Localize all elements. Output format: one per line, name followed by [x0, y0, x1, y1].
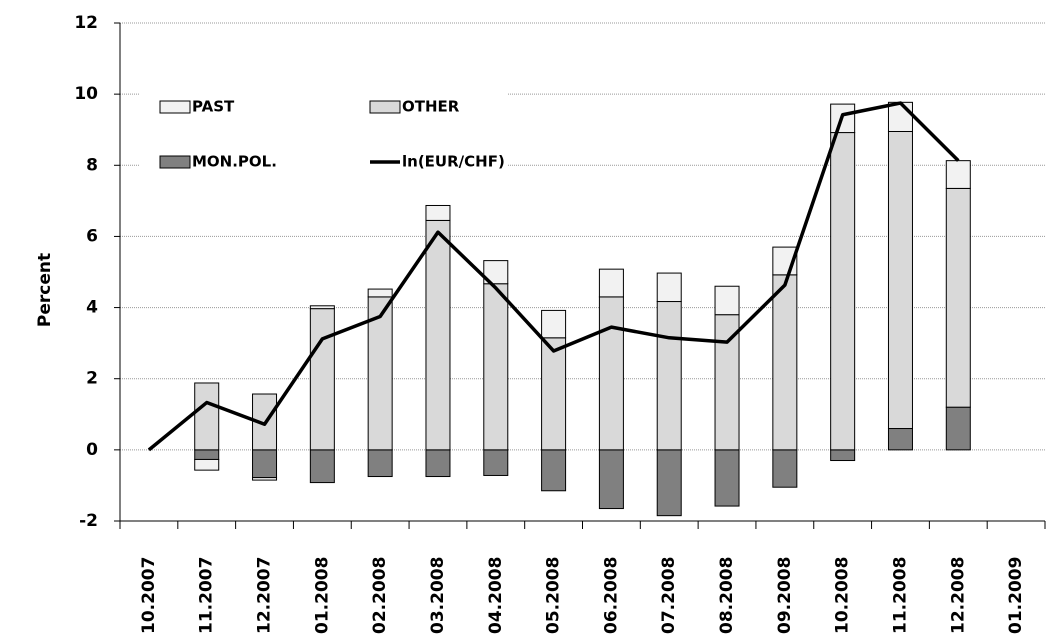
x-tick-label: 07.2008	[659, 557, 679, 634]
bar-segment	[309, 308, 335, 451]
bar-segment	[309, 305, 335, 310]
y-tick-label: 2	[86, 369, 98, 389]
bar-segment	[830, 449, 856, 462]
bar-segment	[598, 268, 624, 298]
y-axis-label: Percent	[35, 253, 55, 327]
legend-label: PAST	[192, 98, 235, 116]
x-tick-label: 03.2008	[428, 557, 448, 634]
y-tick-label: 4	[86, 298, 98, 318]
bar-segment	[483, 449, 509, 476]
bar-segment	[598, 296, 624, 451]
bar-segment	[541, 309, 567, 339]
bar-segment	[194, 458, 220, 471]
x-tick-label: 02.2008	[370, 557, 390, 634]
bar-segment	[945, 406, 971, 451]
bar-segment	[945, 187, 971, 408]
bar-segment	[367, 449, 393, 478]
bar-segment	[252, 477, 278, 481]
x-tick-label: 12.2008	[948, 557, 968, 634]
bar-segment	[483, 260, 509, 285]
bar-segment	[656, 272, 682, 303]
legend: PAST OTHER MON.POL. ln(EUR/CHF)	[140, 68, 508, 190]
x-tick-label: 01.2009	[1006, 557, 1026, 634]
bar-segment	[309, 449, 335, 484]
bar-segment	[945, 160, 971, 189]
bar-segment	[887, 130, 913, 430]
bar-segment	[194, 449, 220, 460]
line-series	[147, 101, 960, 452]
x-tick-label: 09.2008	[775, 557, 795, 634]
bar-segment	[598, 449, 624, 510]
legend-label: ln(EUR/CHF)	[402, 153, 505, 171]
x-tick-label: 06.2008	[601, 557, 621, 634]
y-tick-label: 12	[74, 13, 98, 33]
x-tick-label: 12.2007	[255, 557, 275, 634]
bar-segment	[252, 449, 278, 479]
y-tick-label: 0	[86, 440, 98, 460]
bar-segment	[194, 382, 220, 451]
bar-segment	[887, 428, 913, 451]
x-tick-label: 08.2008	[717, 557, 737, 634]
x-tick-label: 04.2008	[486, 557, 506, 634]
bar-segment	[483, 283, 509, 451]
bar-segment	[887, 101, 913, 132]
bar-segment	[541, 449, 567, 492]
bar-segment	[830, 132, 856, 451]
bar-segment	[772, 274, 798, 451]
bar-segment	[541, 337, 567, 451]
x-tick-label: 11.2008	[890, 557, 910, 634]
legend-swatch	[369, 100, 401, 114]
legend-swatch	[159, 100, 191, 114]
bar-segment	[714, 449, 740, 507]
bar-segment	[425, 219, 451, 451]
bar-segment	[425, 449, 451, 478]
bar-segment	[714, 314, 740, 451]
y-tick-label: 10	[74, 84, 98, 104]
x-tick-label: 10.2008	[833, 557, 853, 634]
legend-label: OTHER	[402, 98, 460, 116]
y-tick-label: 8	[86, 155, 98, 175]
bar-segment	[367, 288, 393, 298]
x-tick-label: 01.2008	[312, 557, 332, 634]
x-tick-label: 10.2007	[139, 557, 159, 634]
bar-segment	[425, 204, 451, 221]
x-tick-label: 11.2007	[197, 557, 217, 634]
bar-segment	[656, 449, 682, 517]
y-tick-label: 6	[86, 226, 98, 246]
legend-label: MON.POL.	[192, 153, 277, 171]
legend-swatch	[159, 155, 191, 169]
bar-segment	[656, 301, 682, 451]
y-tick-label: -2	[79, 511, 98, 531]
legend-box	[140, 68, 508, 190]
bar-segment	[714, 285, 740, 316]
bar-segment	[772, 449, 798, 488]
bar-segment	[367, 296, 393, 451]
x-tick-label: 05.2008	[544, 557, 564, 634]
